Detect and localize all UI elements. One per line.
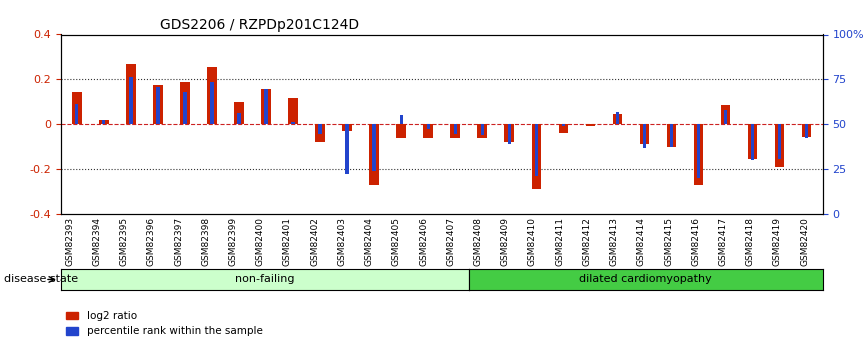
Legend: log2 ratio, percentile rank within the sample: log2 ratio, percentile rank within the s…: [66, 311, 262, 336]
Text: GSM82396: GSM82396: [147, 217, 156, 266]
Text: GSM82415: GSM82415: [664, 217, 673, 266]
Bar: [751, 124, 754, 160]
Bar: [562, 124, 565, 126]
Bar: [156, 87, 159, 124]
Text: GSM82399: GSM82399: [229, 217, 237, 266]
Bar: [427, 124, 430, 129]
Bar: [507, 124, 511, 144]
Bar: [454, 124, 456, 134]
Text: GSM82407: GSM82407: [446, 217, 456, 266]
Bar: [667, 124, 676, 147]
Text: GSM82402: GSM82402: [310, 217, 320, 266]
Bar: [288, 98, 298, 124]
Bar: [778, 124, 781, 159]
Text: disease state: disease state: [4, 275, 79, 284]
Bar: [802, 124, 811, 137]
Bar: [210, 81, 214, 124]
Bar: [102, 120, 106, 124]
Bar: [423, 124, 433, 138]
Bar: [616, 112, 619, 124]
Bar: [291, 122, 294, 124]
Text: GSM82404: GSM82404: [365, 217, 373, 266]
Bar: [264, 89, 268, 124]
Text: dilated cardiomyopathy: dilated cardiomyopathy: [579, 275, 712, 284]
Text: GSM82408: GSM82408: [474, 217, 482, 266]
Bar: [534, 124, 538, 176]
Bar: [99, 120, 108, 124]
Text: GSM82410: GSM82410: [528, 217, 537, 266]
Text: GSM82412: GSM82412: [582, 217, 591, 266]
Bar: [721, 105, 730, 124]
Text: GSM82397: GSM82397: [174, 217, 183, 266]
Bar: [234, 102, 243, 124]
Bar: [342, 124, 352, 131]
Bar: [532, 124, 541, 189]
Bar: [450, 124, 460, 138]
Text: GSM82398: GSM82398: [201, 217, 210, 266]
Text: GSM82418: GSM82418: [746, 217, 754, 266]
Text: GSM82419: GSM82419: [772, 217, 782, 266]
Bar: [180, 81, 190, 124]
Bar: [697, 124, 700, 178]
Bar: [370, 124, 378, 185]
Text: GSM82403: GSM82403: [338, 217, 346, 266]
Bar: [559, 124, 568, 133]
Bar: [346, 124, 349, 174]
Bar: [669, 124, 673, 147]
Text: GSM82417: GSM82417: [719, 217, 727, 266]
Bar: [207, 67, 216, 124]
Bar: [612, 114, 622, 124]
Bar: [805, 124, 808, 138]
Text: GSM82416: GSM82416: [691, 217, 701, 266]
Bar: [505, 124, 514, 142]
Bar: [397, 124, 406, 138]
Text: GSM82409: GSM82409: [501, 217, 510, 266]
Text: GSM82411: GSM82411: [555, 217, 564, 266]
Bar: [643, 124, 646, 148]
Text: GSM82401: GSM82401: [283, 217, 292, 266]
Bar: [184, 92, 186, 124]
Bar: [319, 124, 321, 134]
Bar: [724, 110, 727, 124]
Text: GSM82394: GSM82394: [93, 217, 101, 266]
Bar: [694, 124, 703, 185]
Bar: [372, 124, 376, 171]
Text: GSM82393: GSM82393: [65, 217, 74, 266]
Bar: [477, 124, 487, 138]
Bar: [775, 124, 785, 167]
Text: GSM82406: GSM82406: [419, 217, 428, 266]
Text: GSM82395: GSM82395: [120, 217, 129, 266]
Bar: [75, 104, 79, 124]
Text: GSM82414: GSM82414: [637, 217, 646, 266]
Bar: [262, 89, 271, 124]
Text: GSM82420: GSM82420: [800, 217, 809, 266]
Bar: [747, 124, 757, 159]
Text: GSM82405: GSM82405: [391, 217, 401, 266]
Bar: [72, 92, 81, 124]
Text: GSM82400: GSM82400: [255, 217, 265, 266]
Text: non-failing: non-failing: [235, 275, 294, 284]
Text: GSM82413: GSM82413: [610, 217, 618, 266]
Text: GDS2206 / RZPDp201C124D: GDS2206 / RZPDp201C124D: [159, 18, 359, 32]
Bar: [315, 124, 325, 142]
Bar: [237, 113, 241, 124]
Bar: [640, 124, 650, 144]
Bar: [481, 124, 484, 135]
Bar: [126, 63, 136, 124]
Bar: [399, 115, 403, 124]
Bar: [129, 77, 132, 124]
Bar: [153, 85, 163, 124]
Bar: [585, 124, 595, 126]
